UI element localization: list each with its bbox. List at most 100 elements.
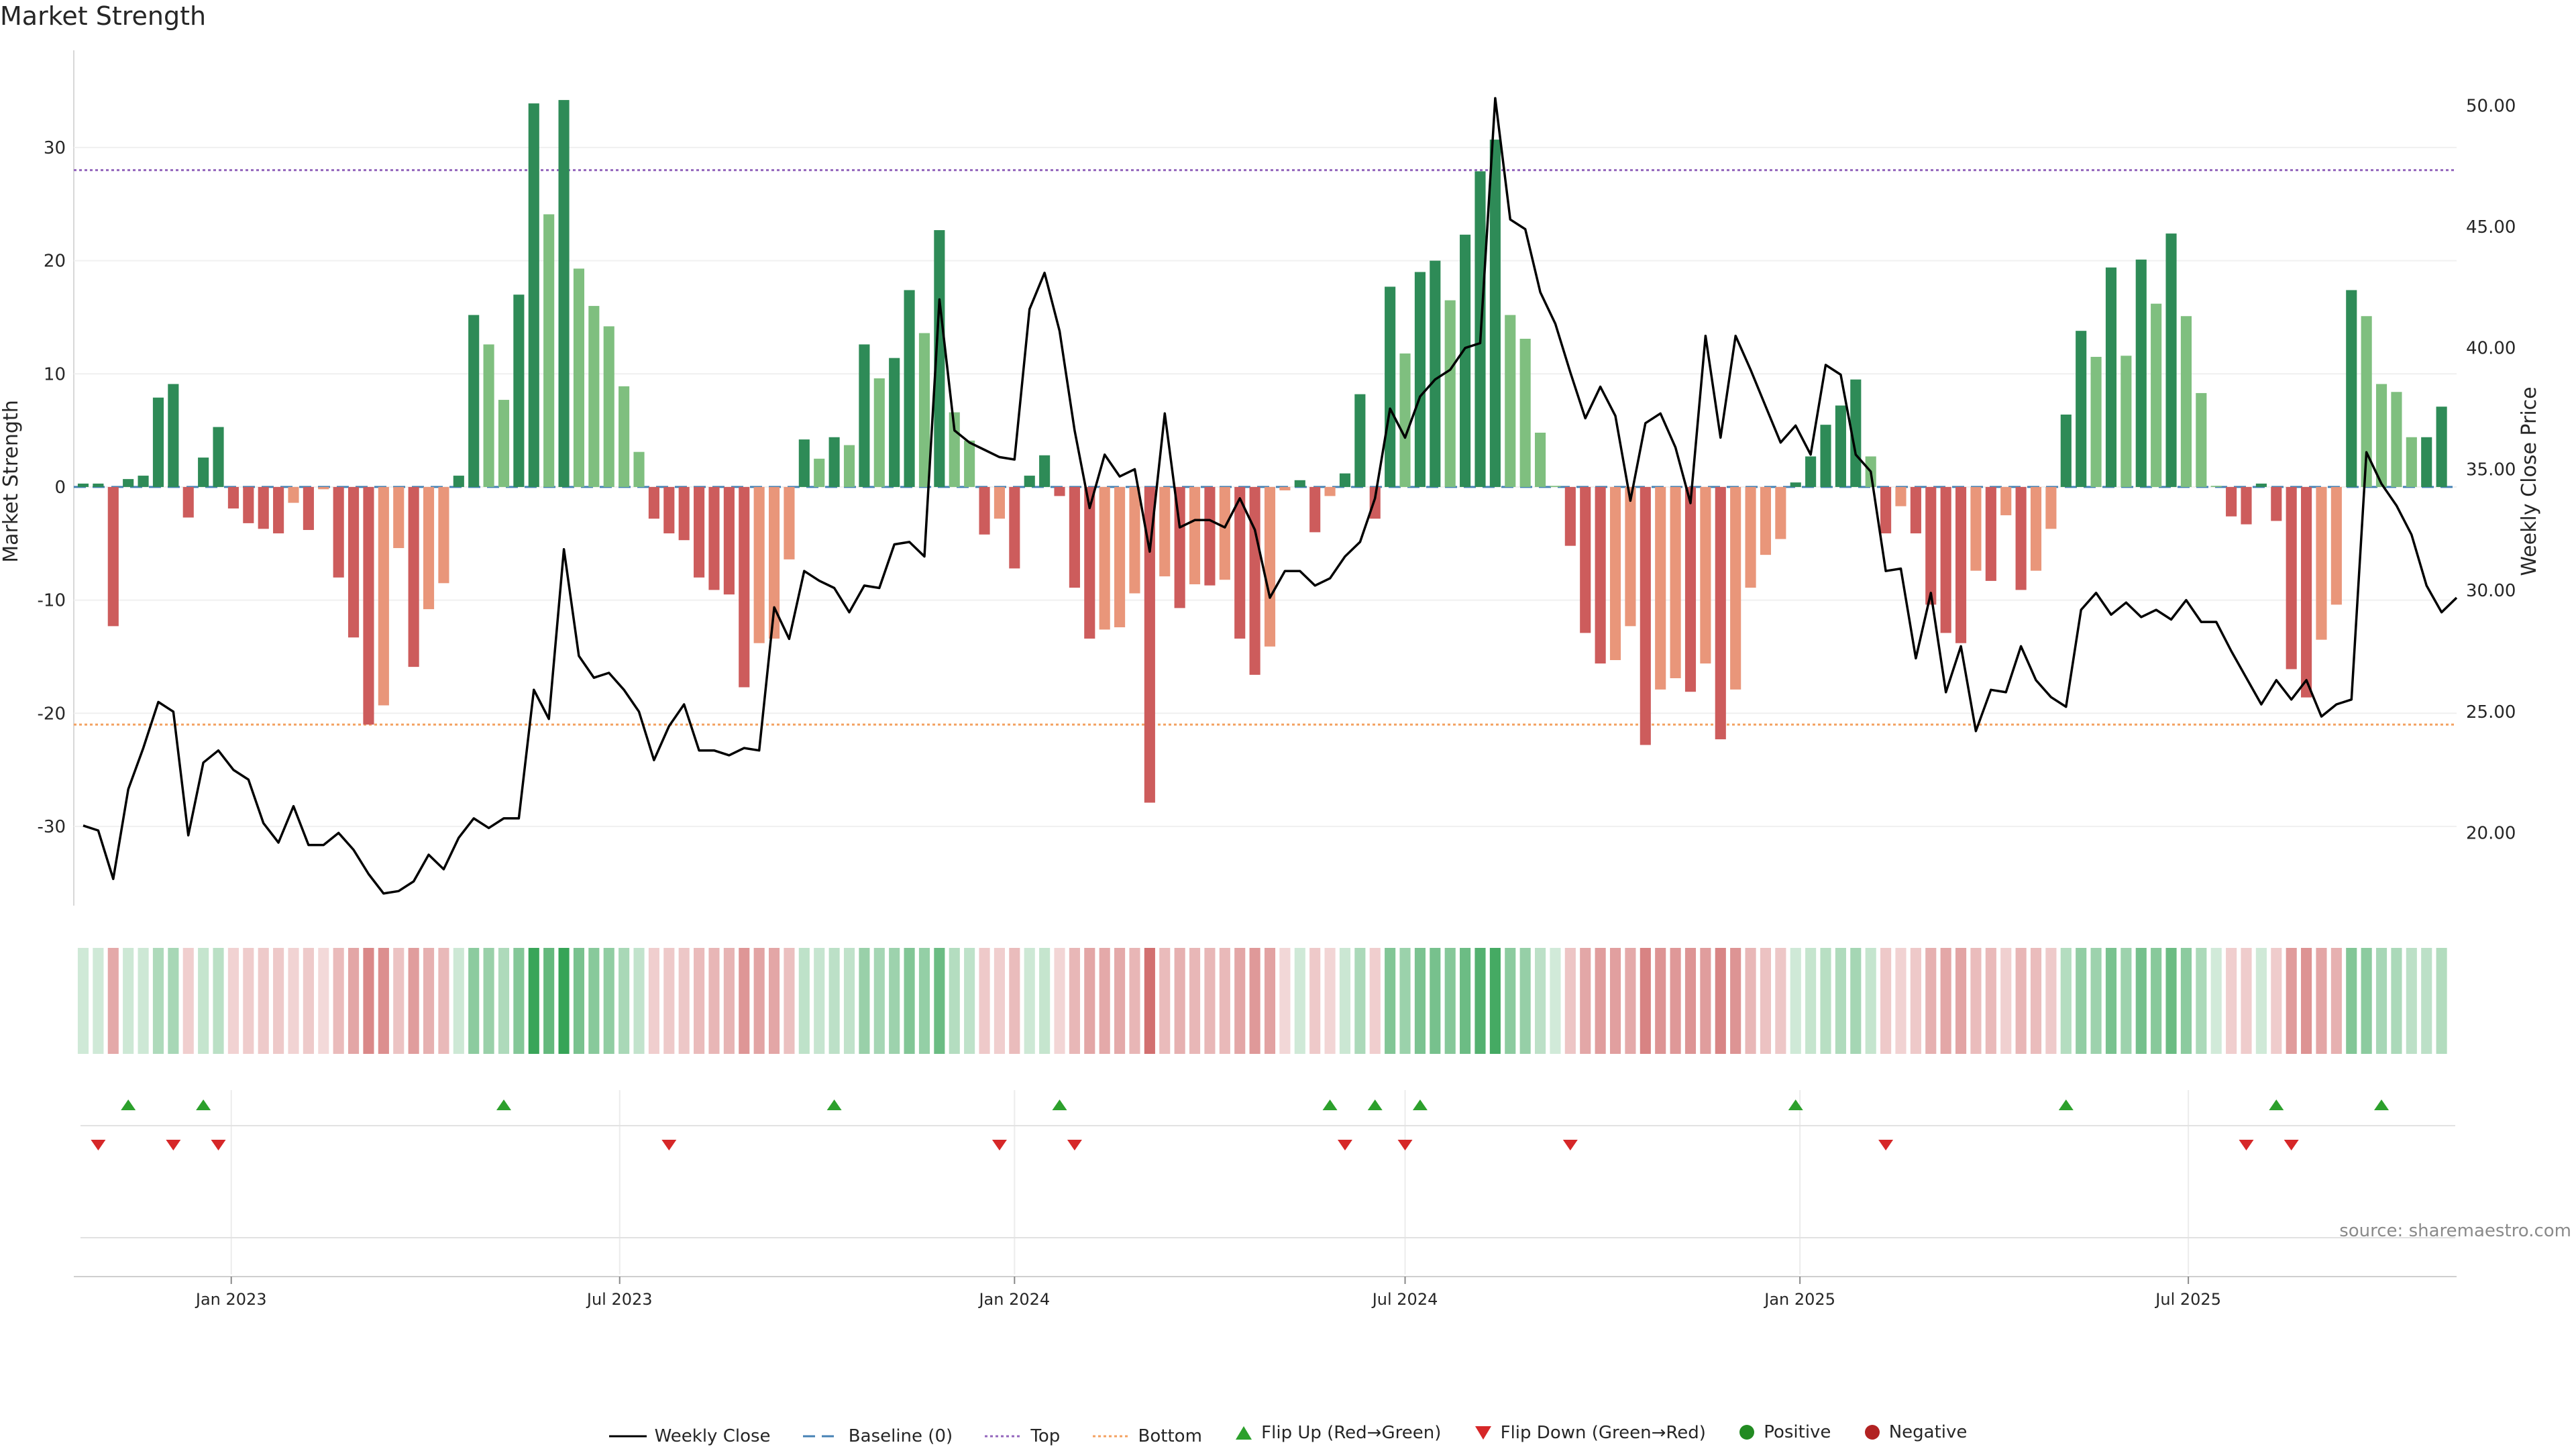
heat-strip-cell xyxy=(2421,948,2432,1054)
strength-bar xyxy=(333,486,344,578)
heat-strip-cell xyxy=(2196,948,2207,1054)
y-axis-label-left: Market Strength xyxy=(0,400,23,562)
strength-bar xyxy=(1264,486,1276,647)
heat-strip-cell xyxy=(1609,948,1621,1054)
strength-bar xyxy=(1550,486,1561,487)
strength-bar xyxy=(784,486,795,559)
legend-label: Flip Down (Green→Red) xyxy=(1500,1423,1706,1443)
heat-strip-cell xyxy=(994,948,1005,1054)
heat-strip-cell xyxy=(2316,948,2327,1054)
strength-bar xyxy=(1324,486,1336,496)
x-tick-label: Jul 2025 xyxy=(2154,1290,2221,1309)
strength-bar xyxy=(1580,486,1591,633)
legend-top: Top xyxy=(985,1426,1060,1446)
strength-bar xyxy=(93,483,104,487)
heat-strip-cell xyxy=(93,948,104,1054)
strength-bar xyxy=(2421,437,2432,487)
heat-strip-cell xyxy=(453,948,464,1054)
heat-strip-cell xyxy=(528,948,539,1054)
strength-bar xyxy=(1430,260,1441,487)
strength-bar xyxy=(949,412,960,487)
flip-up-marker xyxy=(1788,1099,1803,1110)
heat-strip-cell xyxy=(483,948,494,1054)
heat-strip-cell xyxy=(2105,948,2117,1054)
strength-bar xyxy=(438,486,449,584)
strength-bar xyxy=(2391,392,2402,487)
strength-bar xyxy=(2346,290,2357,487)
strength-bar xyxy=(619,386,630,487)
heat-strip-cell xyxy=(1189,948,1201,1054)
strength-bar xyxy=(1625,486,1636,627)
heat-strip-cell xyxy=(1505,948,1516,1054)
heat-strip-cell xyxy=(498,948,510,1054)
heat-strip-cell xyxy=(814,948,825,1054)
heat-strip-cell xyxy=(859,948,870,1054)
strength-bar xyxy=(1054,486,1065,496)
strength-bar xyxy=(1595,486,1606,664)
strength-bar xyxy=(2015,486,2027,590)
heat-strip-cell xyxy=(273,948,284,1054)
strength-bar xyxy=(1790,482,1801,487)
heat-strip-cell xyxy=(1880,948,1892,1054)
heat-strip-cell xyxy=(1550,948,1561,1054)
heat-strip-cell xyxy=(2346,948,2357,1054)
flip-down-marker xyxy=(166,1140,181,1150)
heat-strip-cell xyxy=(1414,948,1426,1054)
strength-bar xyxy=(964,440,975,487)
strength-bar xyxy=(1910,486,1921,534)
heat-strip-cell xyxy=(182,948,194,1054)
strength-bar xyxy=(873,378,885,487)
heat-strip-cell xyxy=(1385,948,1396,1054)
heat-strip-cell xyxy=(768,948,780,1054)
legend-label: Negative xyxy=(1888,1422,1968,1442)
heat-strip-cell xyxy=(828,948,840,1054)
y-tick-right: 40.00 xyxy=(2466,339,2516,359)
heat-strip-cell xyxy=(1099,948,1110,1054)
strength-bar xyxy=(198,458,209,487)
flip-up-marker xyxy=(2374,1099,2390,1110)
strength-bar xyxy=(1820,425,1831,487)
heat-strip-cell xyxy=(1204,948,1216,1054)
y-tick-left: 10 xyxy=(44,364,66,384)
heat-strip-cell xyxy=(619,948,630,1054)
heat-strip-cell xyxy=(979,948,990,1054)
y-tick-right: 20.00 xyxy=(2466,824,2516,844)
flip-up-marker xyxy=(2058,1099,2074,1110)
flip-up-marker xyxy=(1412,1099,1428,1110)
heat-strip-cell xyxy=(303,948,314,1054)
strength-bar xyxy=(1144,486,1155,803)
strength-bar xyxy=(904,290,915,487)
strength-bar xyxy=(1655,486,1666,690)
strength-bar xyxy=(2045,486,2057,529)
strength-bar xyxy=(2151,303,2162,487)
strength-bar xyxy=(1519,338,1531,487)
heat-strip-cell xyxy=(1294,948,1305,1054)
heat-strip-cell xyxy=(408,948,419,1054)
strength-bar xyxy=(288,486,299,503)
strength-bar xyxy=(2030,486,2042,571)
strength-bar xyxy=(1535,432,1546,487)
legend-bottom: Bottom xyxy=(1092,1426,1202,1446)
heat-strip-cell xyxy=(2180,948,2192,1054)
strength-bar xyxy=(1249,486,1260,675)
heat-strip-cell xyxy=(1970,948,1982,1054)
strength-bar xyxy=(1444,300,1456,487)
strength-bar xyxy=(318,486,329,490)
x-tick-label: Jul 2024 xyxy=(1371,1290,1438,1309)
heat-strip-cell xyxy=(1790,948,1801,1054)
strength-bar xyxy=(363,486,374,725)
heat-strip-cell xyxy=(123,948,134,1054)
heat-strip-cell xyxy=(1460,948,1471,1054)
strength-bar xyxy=(1114,486,1126,628)
heat-strip-cell xyxy=(1640,948,1651,1054)
heat-strip-cell xyxy=(964,948,975,1054)
heat-strip-cell xyxy=(1564,948,1576,1054)
strength-bar xyxy=(2060,414,2072,487)
strength-bar xyxy=(243,486,254,523)
heat-strip-cell xyxy=(468,948,480,1054)
heat-strip-cell xyxy=(2361,948,2372,1054)
heat-strip-cell xyxy=(934,948,945,1054)
legend-baseline: Baseline (0) xyxy=(802,1426,953,1446)
strength-bar xyxy=(1084,486,1095,639)
